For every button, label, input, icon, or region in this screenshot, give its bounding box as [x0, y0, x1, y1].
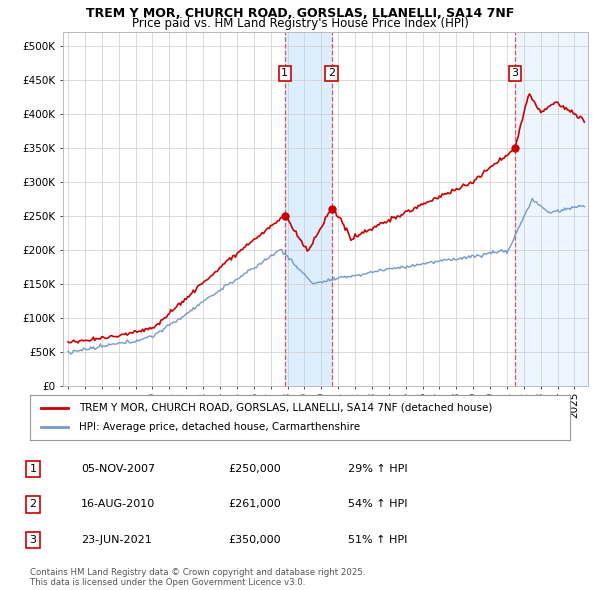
Text: 3: 3: [511, 68, 518, 78]
Bar: [515, 32, 588, 386]
Text: £250,000: £250,000: [228, 464, 281, 474]
Text: 29% ↑ HPI: 29% ↑ HPI: [348, 464, 407, 474]
Text: 51% ↑ HPI: 51% ↑ HPI: [348, 535, 407, 545]
Text: 2: 2: [328, 68, 335, 78]
Text: 3: 3: [29, 535, 37, 545]
Text: Contains HM Land Registry data © Crown copyright and database right 2025.
This d: Contains HM Land Registry data © Crown c…: [30, 568, 365, 587]
Text: £261,000: £261,000: [228, 500, 281, 509]
Text: TREM Y MOR, CHURCH ROAD, GORSLAS, LLANELLI, SA14 7NF (detached house): TREM Y MOR, CHURCH ROAD, GORSLAS, LLANEL…: [79, 403, 492, 412]
Text: 05-NOV-2007: 05-NOV-2007: [81, 464, 155, 474]
Text: Price paid vs. HM Land Registry's House Price Index (HPI): Price paid vs. HM Land Registry's House …: [131, 17, 469, 30]
Bar: [285, 32, 332, 386]
Text: HPI: Average price, detached house, Carmarthenshire: HPI: Average price, detached house, Carm…: [79, 422, 360, 432]
Text: 1: 1: [29, 464, 37, 474]
Text: 1: 1: [281, 68, 289, 78]
Text: 23-JUN-2021: 23-JUN-2021: [81, 535, 152, 545]
Text: 2: 2: [29, 500, 37, 509]
Text: TREM Y MOR, CHURCH ROAD, GORSLAS, LLANELLI, SA14 7NF: TREM Y MOR, CHURCH ROAD, GORSLAS, LLANEL…: [86, 7, 514, 20]
Text: £350,000: £350,000: [228, 535, 281, 545]
Text: 54% ↑ HPI: 54% ↑ HPI: [348, 500, 407, 509]
Text: 16-AUG-2010: 16-AUG-2010: [81, 500, 155, 509]
